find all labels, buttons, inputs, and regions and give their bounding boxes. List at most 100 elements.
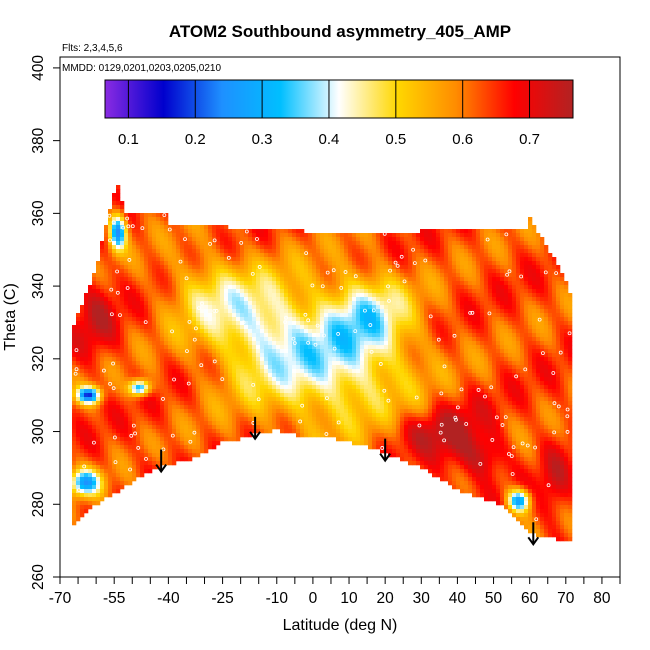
heatmap-cell — [172, 293, 177, 298]
heatmap-cell — [140, 213, 145, 218]
heatmap-cell — [508, 317, 513, 322]
heatmap-cell — [228, 321, 233, 326]
heatmap-cell — [400, 285, 405, 290]
heatmap-cell — [508, 281, 513, 286]
heatmap-cell — [340, 281, 345, 286]
heatmap-cell — [484, 281, 489, 286]
heatmap-cell — [372, 353, 377, 358]
heatmap-cell — [568, 337, 573, 342]
heatmap-cell — [236, 357, 241, 362]
heatmap-cell — [412, 305, 417, 310]
heatmap-cell — [288, 289, 293, 294]
heatmap-cell — [228, 333, 233, 338]
heatmap-cell — [524, 373, 529, 378]
heatmap-cell — [544, 333, 549, 338]
heatmap-cell — [120, 385, 125, 390]
heatmap-cell — [436, 309, 441, 314]
heatmap-cell — [296, 357, 301, 362]
heatmap-cell — [404, 301, 409, 306]
heatmap-cell — [96, 369, 101, 374]
heatmap-cell — [88, 377, 93, 382]
heatmap-cell — [416, 381, 421, 386]
heatmap-cell — [396, 317, 401, 322]
heatmap-cell — [516, 377, 521, 382]
heatmap-cell — [212, 377, 217, 382]
heatmap-cell — [236, 297, 241, 302]
heatmap-cell — [444, 265, 449, 270]
heatmap-cell — [328, 321, 333, 326]
heatmap-cell — [240, 297, 245, 302]
heatmap-cell — [264, 389, 269, 394]
heatmap-cell — [476, 317, 481, 322]
heatmap-cell — [484, 265, 489, 270]
heatmap-cell — [440, 273, 445, 278]
heatmap-cell — [212, 233, 217, 238]
heatmap-cell — [492, 317, 497, 322]
heatmap-cell — [108, 293, 113, 298]
heatmap-cell — [448, 285, 453, 290]
heatmap-cell — [400, 369, 405, 374]
heatmap-cell — [480, 245, 485, 250]
heatmap-cell — [508, 385, 513, 390]
heatmap-cell — [124, 269, 129, 274]
heatmap-cell — [112, 293, 117, 298]
heatmap-cell — [416, 341, 421, 346]
heatmap-cell — [536, 373, 541, 378]
heatmap-cell — [432, 285, 437, 290]
heatmap-cell — [456, 277, 461, 282]
heatmap-cell — [332, 233, 337, 238]
heatmap-cell — [192, 369, 197, 374]
heatmap-cell — [100, 385, 105, 390]
heatmap-cell — [224, 245, 229, 250]
heatmap-cell — [504, 289, 509, 294]
heatmap-cell — [452, 293, 457, 298]
heatmap-cell — [100, 329, 105, 334]
heatmap-cell — [368, 289, 373, 294]
heatmap-cell — [300, 285, 305, 290]
heatmap-cell — [568, 329, 573, 334]
heatmap-cell — [172, 265, 177, 270]
heatmap-cell — [496, 309, 501, 314]
heatmap-cell — [356, 345, 361, 350]
heatmap-cell — [416, 301, 421, 306]
heatmap-cell — [344, 305, 349, 310]
heatmap-cell — [108, 209, 113, 214]
heatmap-cell — [196, 273, 201, 278]
heatmap-cell — [344, 333, 349, 338]
heatmap-cell — [352, 377, 357, 382]
heatmap-cell — [364, 257, 369, 262]
heatmap-cell — [124, 221, 129, 226]
heatmap-cell — [260, 305, 265, 310]
heatmap-cell — [448, 253, 453, 258]
heatmap-cell — [192, 385, 197, 390]
heatmap-cell — [192, 281, 197, 286]
heatmap-cell — [428, 365, 433, 370]
heatmap-cell — [220, 293, 225, 298]
heatmap-cell — [116, 257, 121, 262]
heatmap-cell — [416, 329, 421, 334]
heatmap-cell — [384, 313, 389, 318]
heatmap-cell — [276, 369, 281, 374]
heatmap-cell — [448, 325, 453, 330]
heatmap-cell — [264, 385, 269, 390]
heatmap-cell — [384, 253, 389, 258]
heatmap-cell — [468, 253, 473, 258]
heatmap-cell — [196, 293, 201, 298]
heatmap-cell — [320, 349, 325, 354]
heatmap-cell — [568, 301, 573, 306]
heatmap-cell — [160, 229, 165, 234]
heatmap-cell — [452, 385, 457, 390]
heatmap-cell — [200, 297, 205, 302]
heatmap-cell — [440, 305, 445, 310]
heatmap-cell — [448, 313, 453, 318]
heatmap-cell — [324, 309, 329, 314]
heatmap-cell — [532, 229, 537, 234]
heatmap-cell — [76, 321, 81, 326]
heatmap-cell — [444, 337, 449, 342]
heatmap-cell — [452, 237, 457, 242]
heatmap-cell — [376, 241, 381, 246]
heatmap-cell — [524, 357, 529, 362]
heatmap-cell — [316, 365, 321, 370]
heatmap-cell — [112, 349, 117, 354]
heatmap-cell — [204, 257, 209, 262]
